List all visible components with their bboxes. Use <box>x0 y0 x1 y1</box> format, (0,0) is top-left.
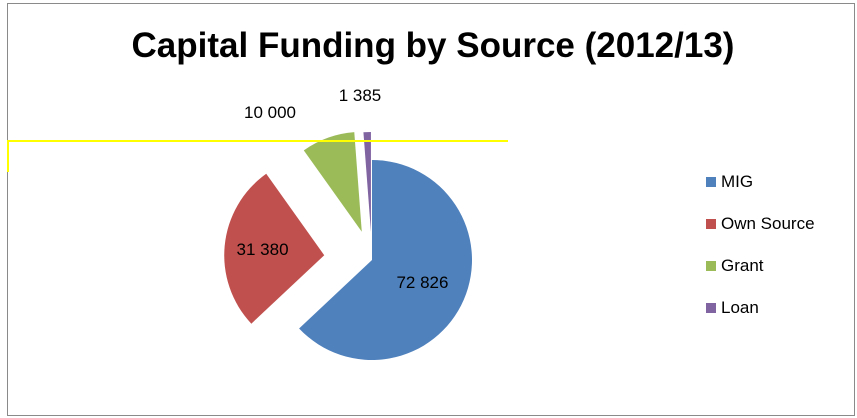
legend-label: Loan <box>721 298 759 317</box>
legend-swatch <box>706 177 716 187</box>
pie-slice-mig <box>299 160 473 360</box>
legend-swatch <box>706 261 716 271</box>
legend-item-grant: Grant <box>706 256 815 276</box>
pie-slice-loan <box>363 132 371 233</box>
legend: MIG Own Source Grant Loan <box>706 172 815 340</box>
legend-swatch <box>706 303 716 313</box>
pie-slice-grant <box>303 132 362 232</box>
data-label: 1 385 <box>339 86 382 105</box>
pie-slice-own-source <box>224 173 325 324</box>
legend-item-mig: MIG <box>706 172 815 192</box>
legend-item-own-source: Own Source <box>706 214 815 234</box>
legend-swatch <box>706 219 716 229</box>
data-label: 10 000 <box>244 103 296 122</box>
legend-item-loan: Loan <box>706 298 815 318</box>
legend-label: Own Source <box>721 214 815 233</box>
legend-label: Grant <box>721 256 764 275</box>
data-label: 31 380 <box>237 240 289 259</box>
data-label: 72 826 <box>396 273 448 292</box>
chart-title: Capital Funding by Source (2012/13) <box>131 26 735 65</box>
legend-label: MIG <box>721 172 754 191</box>
